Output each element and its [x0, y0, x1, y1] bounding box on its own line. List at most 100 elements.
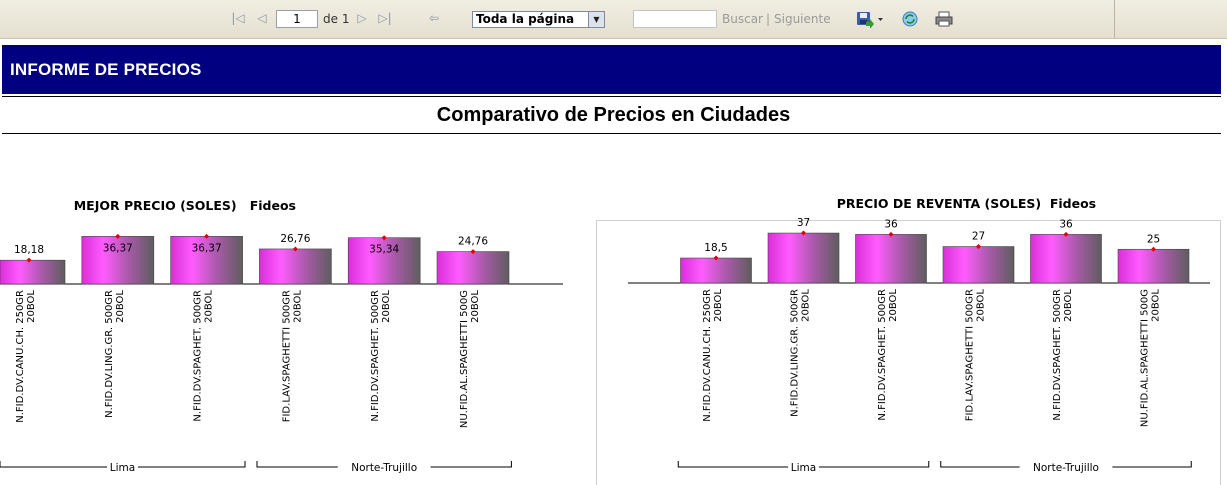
search-input[interactable] [633, 10, 717, 28]
data-marker [976, 244, 981, 250]
tick-label: 20BOL [888, 289, 899, 322]
data-marker [292, 246, 298, 252]
prev-page-icon[interactable]: ◁ [257, 11, 267, 25]
data-marker [1151, 246, 1156, 252]
data-marker [26, 257, 32, 263]
bar [1030, 234, 1102, 284]
data-label: 26,76 [280, 233, 310, 245]
data-label: 36 [884, 218, 898, 230]
divider-line [2, 133, 1221, 134]
tick-label: 20BOL [26, 290, 37, 323]
bar [347, 237, 421, 285]
data-marker [713, 255, 719, 261]
data-label: 27 [972, 231, 985, 243]
report-toolbar: |◁ ◁ 1 de 1 ▷ ▷| ⇦ Toda la página ▼ Busc… [0, 0, 1227, 39]
tick-label: 20BOL [1151, 289, 1162, 322]
bar [767, 232, 840, 284]
section-title: Comparativo de Precios en Ciudades [436, 104, 791, 126]
refresh-icon[interactable] [902, 11, 918, 27]
tick-label: FID.LAV.SPAGHETTI 500GR [965, 289, 976, 421]
divider-line [2, 96, 1221, 97]
data-marker [204, 233, 210, 239]
chart-subtitle-text: Fideos [249, 198, 296, 213]
tick-label: 20BOL [1063, 289, 1074, 322]
data-label: 36 [1059, 218, 1073, 230]
chart-frame-border [596, 221, 597, 485]
bar [259, 248, 332, 285]
bar [170, 236, 243, 285]
group-label: Lima [791, 462, 816, 474]
data-label: 36,37 [192, 242, 222, 254]
chart-title-precio-reventa: PRECIO DE REVENTA (SOLES) Fideos [828, 181, 1096, 211]
data-label: 25 [1147, 233, 1160, 245]
first-page-icon[interactable]: |◁ [231, 11, 245, 25]
bar [1117, 248, 1190, 284]
tick-label: 20BOL [801, 289, 812, 322]
tick-label: N.FID.DV.LING.GR. 500GR [790, 289, 801, 417]
data-marker [115, 233, 121, 239]
data-label: 24,76 [458, 236, 488, 248]
group-label: Lima [110, 462, 135, 474]
toolbar-divider [1114, 0, 1115, 38]
tick-label: 20BOL [292, 290, 303, 323]
tick-label: N.FID.DV.SPAGHET. 500GR [193, 290, 204, 422]
group-label: Norte-Trujillo [1033, 462, 1099, 474]
bar [680, 257, 752, 284]
data-label: 37 [797, 217, 810, 229]
bar [0, 259, 66, 285]
tick-label: 20BOL [713, 289, 724, 322]
tick-label: N.FID.DV.SPAGHET. 500GR [877, 289, 888, 421]
chart-title-text: MEJOR PRECIO (SOLES) [73, 198, 237, 213]
tick-label: N.FID.DV.CANU.CH. 250GR [702, 289, 713, 422]
next-page-icon[interactable]: ▷ [357, 11, 367, 25]
group-label: Norte-Trujillo [351, 462, 417, 474]
bar [81, 236, 155, 285]
page-count-label: de 1 [323, 12, 350, 26]
tick-label: N.FID.DV.CANU.CH. 250GR [15, 290, 26, 423]
zoom-select-value: Toda la página [476, 12, 575, 26]
data-label: 18,18 [14, 244, 44, 256]
find-link[interactable]: Buscar [722, 12, 763, 26]
export-icon[interactable] [856, 10, 886, 28]
bar [855, 234, 927, 284]
tick-label: 20BOL [381, 290, 392, 323]
print-icon[interactable] [935, 11, 953, 27]
data-label: 18,5 [704, 242, 727, 254]
data-marker [470, 249, 476, 255]
chart-frame-border [596, 220, 1221, 221]
zoom-select[interactable]: Toda la página ▼ [472, 11, 605, 28]
chart-subtitle-text: Fideos [1049, 196, 1097, 211]
report-header-band [2, 45, 1221, 94]
data-marker [801, 230, 806, 236]
tick-label: 20BOL [470, 290, 481, 323]
tick-label: N.FID.DV.SPAGHET. 500GR [1052, 289, 1063, 421]
group-bracket [256, 461, 512, 468]
last-page-icon[interactable]: ▷| [378, 11, 392, 25]
back-icon[interactable]: ⇦ [428, 11, 440, 25]
page-number-input[interactable]: 1 [276, 10, 318, 28]
chart-title-text: PRECIO DE REVENTA (SOLES) [836, 196, 1042, 211]
tick-label: 20BOL [115, 290, 126, 323]
link-separator: | [766, 12, 771, 26]
data-marker [381, 235, 387, 241]
chart-frame-border [1220, 220, 1221, 485]
tick-label: NU.FID.AL.SPAGHETTI 500G [1140, 289, 1151, 427]
bar [436, 251, 510, 285]
next-link[interactable]: Siguiente [774, 12, 831, 26]
tick-label: N.FID.DV.LING.GR. 500GR [104, 290, 115, 418]
group-bracket [0, 461, 246, 468]
chevron-down-icon[interactable]: ▼ [588, 12, 604, 27]
data-label: 35,34 [369, 244, 399, 256]
tick-label: 20BOL [976, 289, 987, 322]
bar [942, 246, 1015, 284]
group-bracket [940, 461, 1192, 468]
chart-title-mejor-precio: MEJOR PRECIO (SOLES) Fideos [65, 183, 296, 213]
report-title: INFORME DE PRECIOS [10, 60, 202, 79]
group-bracket [677, 461, 930, 468]
data-marker [888, 231, 894, 237]
data-label: 36,37 [103, 242, 133, 254]
data-marker [1063, 231, 1069, 237]
tick-label: FID.LAV.SPAGHETTI 500GR [281, 290, 292, 422]
tick-label: 20BOL [204, 290, 215, 323]
